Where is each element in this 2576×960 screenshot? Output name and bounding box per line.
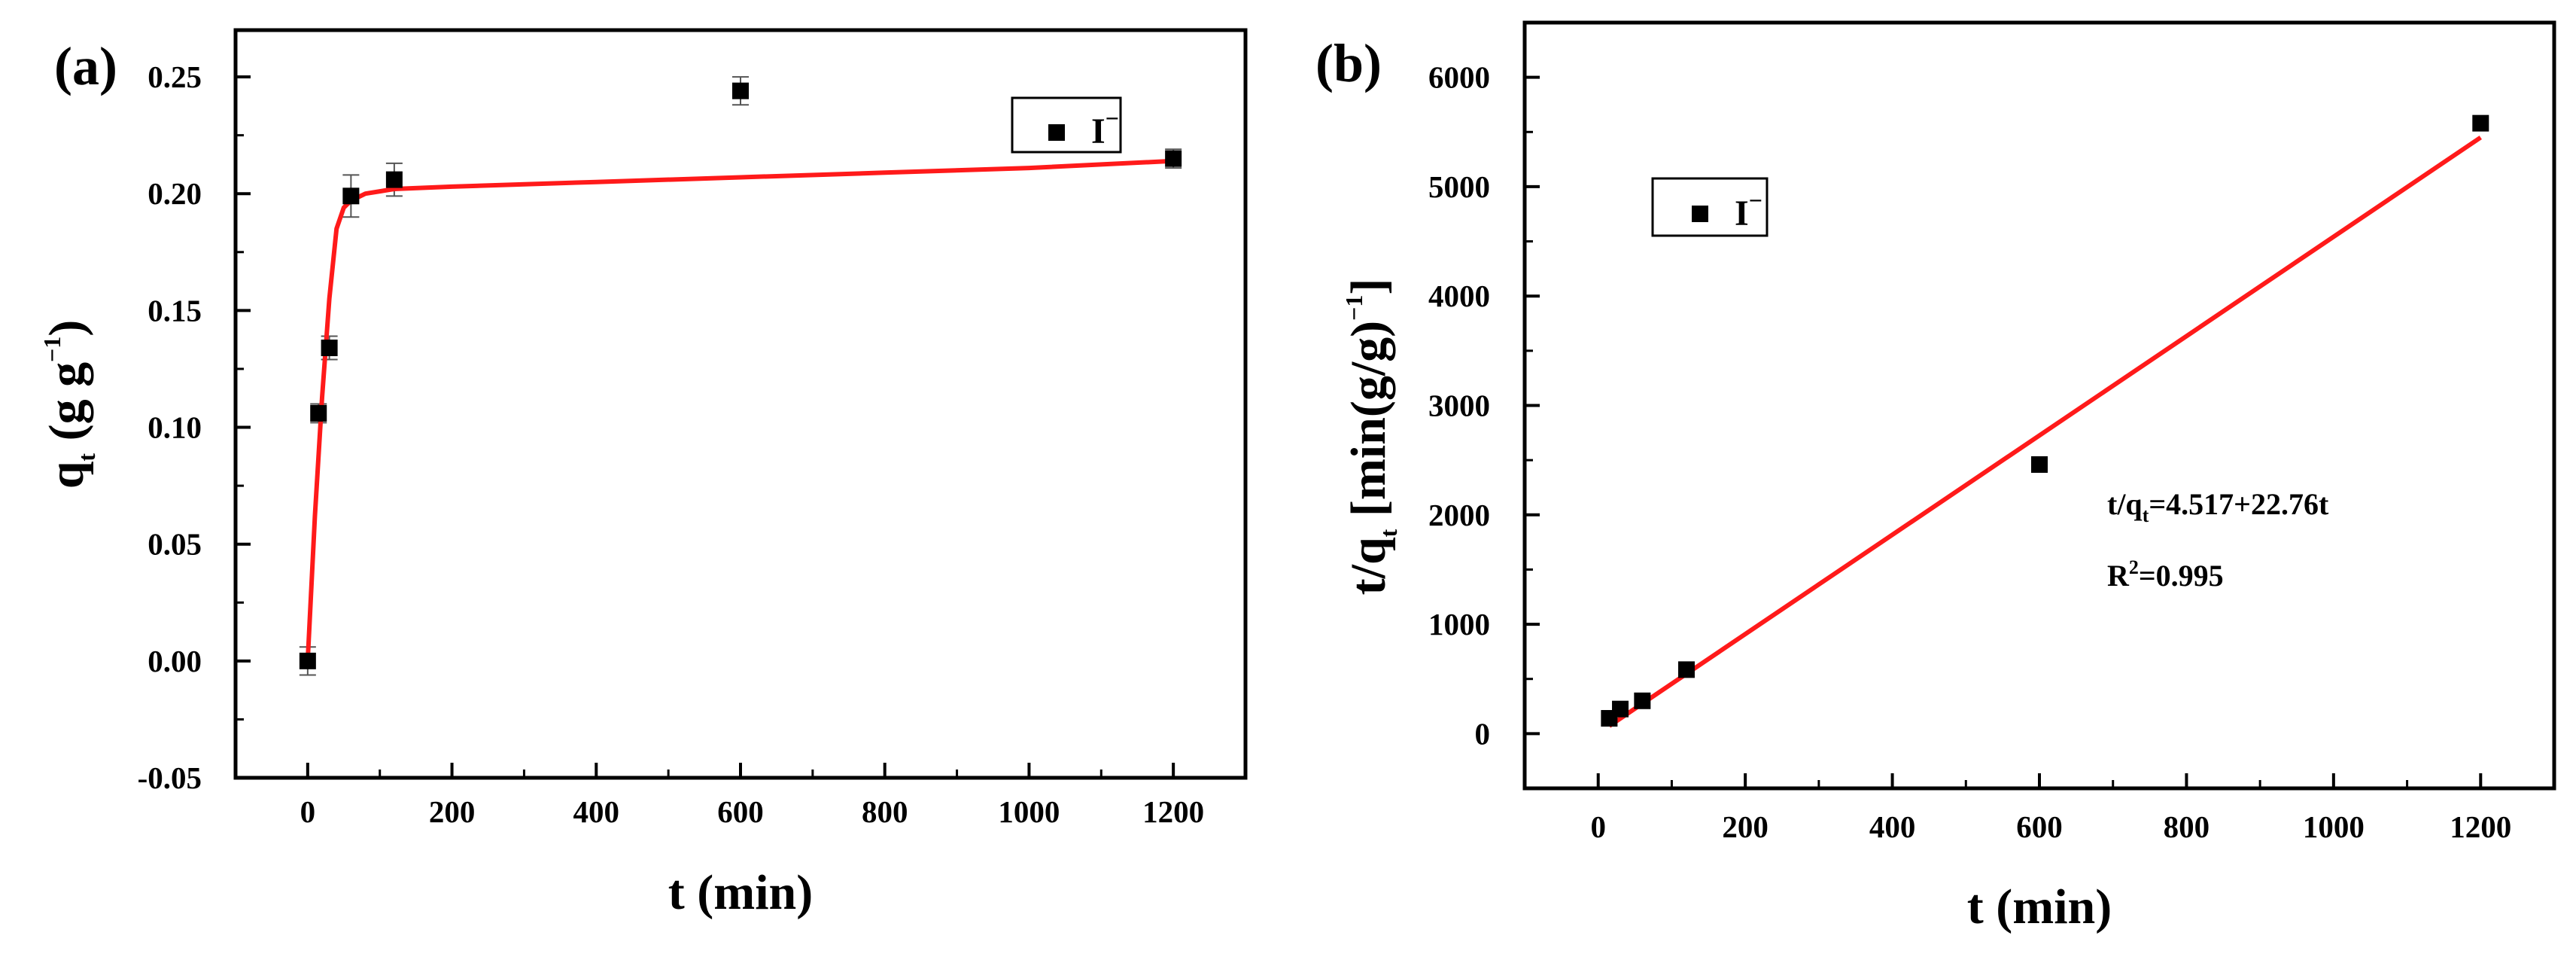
data-points-b	[1601, 114, 2489, 727]
legend-box-b	[1651, 177, 1769, 237]
x-tick-label: 1000	[998, 794, 1060, 829]
y-tick-label: 0.20	[148, 176, 202, 211]
x-tick-labels-a: 0 200 400 600 800 1000 1200	[300, 794, 1205, 829]
y-tick-label: 0.25	[148, 59, 202, 94]
y-tick-label: 2000	[1428, 498, 1490, 532]
fit-curve	[1607, 136, 2482, 728]
data-points-a	[299, 82, 1182, 669]
legend-marker-b	[1692, 206, 1708, 222]
legend-marker-a	[1048, 124, 1065, 141]
y-tick-label: 5000	[1428, 169, 1490, 204]
y-tick-label: 0.05	[148, 527, 202, 562]
x-tick-label: 400	[573, 794, 620, 829]
data-point	[1677, 661, 1695, 678]
data-point	[1165, 150, 1182, 167]
x-tick-label: 800	[2164, 809, 2210, 844]
chart-panel-a: (a) 0 200 400 600 800 1000 1200 -0.05 0.00 0.05 0…	[38, 28, 1248, 920]
legend-label-b: I−	[1735, 187, 1762, 233]
y-axis-title-a: qt (g g−1)	[38, 320, 100, 489]
y-tick-label: 0.00	[148, 644, 202, 678]
data-point	[342, 187, 360, 205]
chart-panel-b: (b) 0 200 400 600 800 1000 1200 0 1000 2000 3000 4…	[1315, 20, 2556, 934]
panel-label-a: (a)	[54, 36, 117, 96]
x-tick-label: 1200	[1142, 794, 1204, 829]
y-axis-title-b: t/qt [min(g/g)−1]	[1340, 279, 1402, 596]
x-tick-label: 600	[2016, 809, 2063, 844]
y-tick-label: 4000	[1428, 279, 1490, 313]
data-point	[310, 404, 327, 422]
y-tick-label: 0.15	[148, 293, 202, 328]
y-tick-labels-a: -0.05 0.00 0.05 0.10 0.15 0.20 0.25	[138, 59, 202, 795]
x-axis-title-b: t (min)	[1967, 879, 2112, 934]
r-squared-label: R2=0.995	[2107, 556, 2224, 593]
fit-line-a	[305, 158, 1174, 661]
data-point	[1612, 700, 1629, 718]
legend-a: I−	[1011, 96, 1122, 154]
x-tick-label: 200	[429, 794, 476, 829]
legend-box-a	[1011, 96, 1122, 154]
x-tick-label: 400	[1869, 809, 1916, 844]
y-tick-label: 6000	[1428, 60, 1490, 95]
fit-curve	[305, 158, 1174, 661]
data-point	[385, 171, 403, 188]
x-tick-label: 800	[862, 794, 908, 829]
data-point	[321, 340, 338, 357]
x-tick-label: 600	[717, 794, 764, 829]
y-tick-label: 0.10	[148, 410, 202, 445]
data-point	[2472, 114, 2489, 132]
panel-label-b: (b)	[1315, 33, 1382, 93]
y-tick-label: 0	[1475, 716, 1491, 751]
data-point	[299, 652, 316, 669]
legend-b: I−	[1651, 177, 1769, 237]
y-tick-labels-b: 0 1000 2000 3000 4000 5000 6000	[1428, 60, 1490, 751]
legend-label-a: I−	[1091, 105, 1119, 151]
x-tick-label: 0	[1590, 809, 1606, 844]
x-tick-label: 200	[1722, 809, 1769, 844]
axis-ticks-a	[234, 75, 1247, 779]
data-point	[732, 82, 749, 99]
y-tick-label: 1000	[1428, 607, 1490, 642]
x-tick-labels-b: 0 200 400 600 800 1000 1200	[1590, 809, 2511, 844]
x-tick-label: 0	[300, 794, 316, 829]
x-tick-label: 1000	[2303, 809, 2365, 844]
x-tick-label: 1200	[2450, 809, 2511, 844]
data-point	[1634, 692, 1651, 709]
y-tick-label: -0.05	[138, 760, 202, 795]
fit-line-b	[1607, 136, 2482, 728]
axis-ticks-b	[1523, 75, 2556, 788]
y-tick-label: 3000	[1428, 389, 1490, 423]
fit-equation: t/qt=4.517+22.76t	[2107, 487, 2329, 526]
data-point	[2031, 456, 2048, 473]
x-axis-title-a: t (min)	[668, 865, 813, 920]
